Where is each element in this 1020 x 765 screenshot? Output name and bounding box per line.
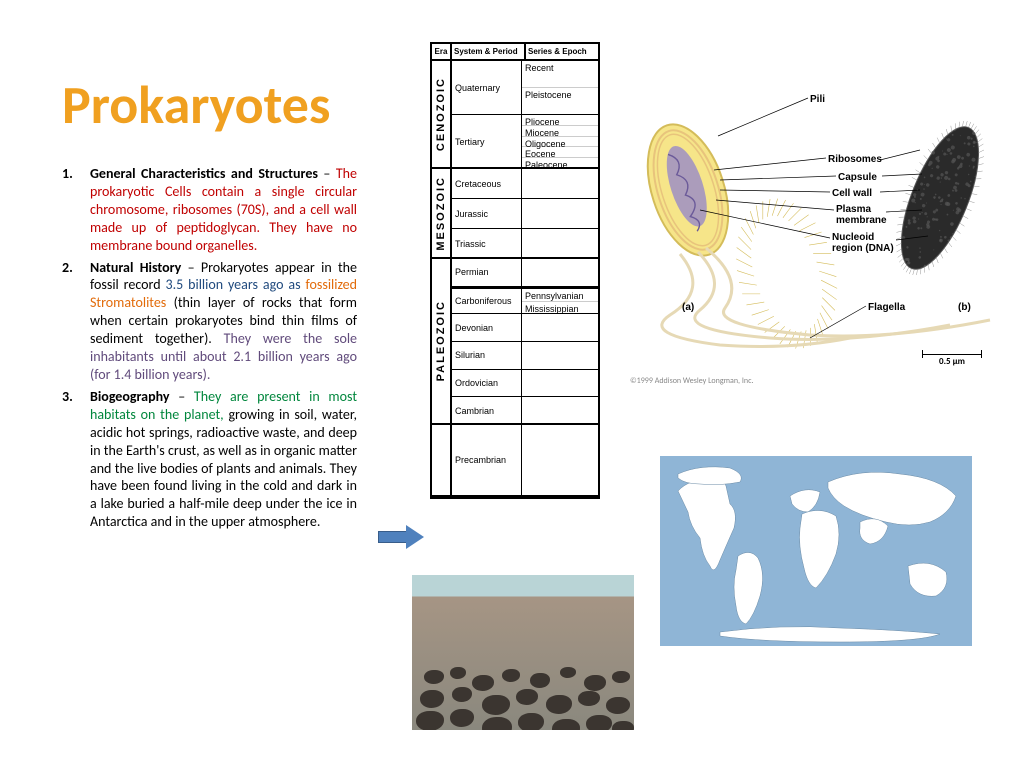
label-capsule: Capsule [838, 172, 877, 183]
scale-text: 0.5 μm [922, 356, 982, 367]
label-nucleoid: Nucleoid region (DNA) [832, 232, 894, 254]
stromatolites-photo [412, 575, 634, 730]
bacterium-diagram: Pili Ribosomes Capsule Cell wall Plasma … [620, 80, 1000, 390]
image-credit: ©1999 Addison Wesley Longman, Inc. [630, 376, 753, 386]
section-3: Biogeography – They are present in most … [62, 388, 357, 531]
label-plasma: Plasma membrane [836, 204, 887, 226]
page-title: Prokaryotes [62, 72, 330, 138]
table-header: Era System & Period Series & Epoch [432, 44, 598, 61]
label-cellwall: Cell wall [832, 188, 872, 199]
label-ribosomes: Ribosomes [828, 154, 882, 165]
s2-blue: 3.5 billion years ago as [165, 276, 305, 293]
arrow-icon [378, 525, 424, 549]
world-map-svg [660, 456, 972, 646]
body-text: General Characteristics and Structures –… [62, 165, 357, 535]
s3-head: Biogeography [90, 388, 170, 405]
col-period: System & Period [452, 44, 526, 59]
label-b: (b) [958, 302, 971, 313]
col-epoch: Series & Epoch [526, 44, 598, 59]
col-era: Era [432, 44, 452, 59]
label-flagella: Flagella [868, 302, 905, 313]
bacterium-svg [620, 80, 1000, 390]
scale-bar: 0.5 μm [922, 354, 982, 368]
section-2: Natural History – Prokaryotes appear in … [62, 259, 357, 384]
label-pili: Pili [810, 94, 825, 105]
section-1: General Characteristics and Structures –… [62, 165, 357, 255]
world-map [660, 456, 972, 646]
s1-head: General Characteristics and Structures [90, 165, 318, 182]
label-a: (a) [682, 302, 694, 313]
s3-rest: growing in soil, water, acidic hot sprin… [90, 406, 357, 530]
s2-head: Natural History [90, 259, 181, 276]
geologic-time-table: Era System & Period Series & Epoch CENOZ… [430, 42, 600, 499]
